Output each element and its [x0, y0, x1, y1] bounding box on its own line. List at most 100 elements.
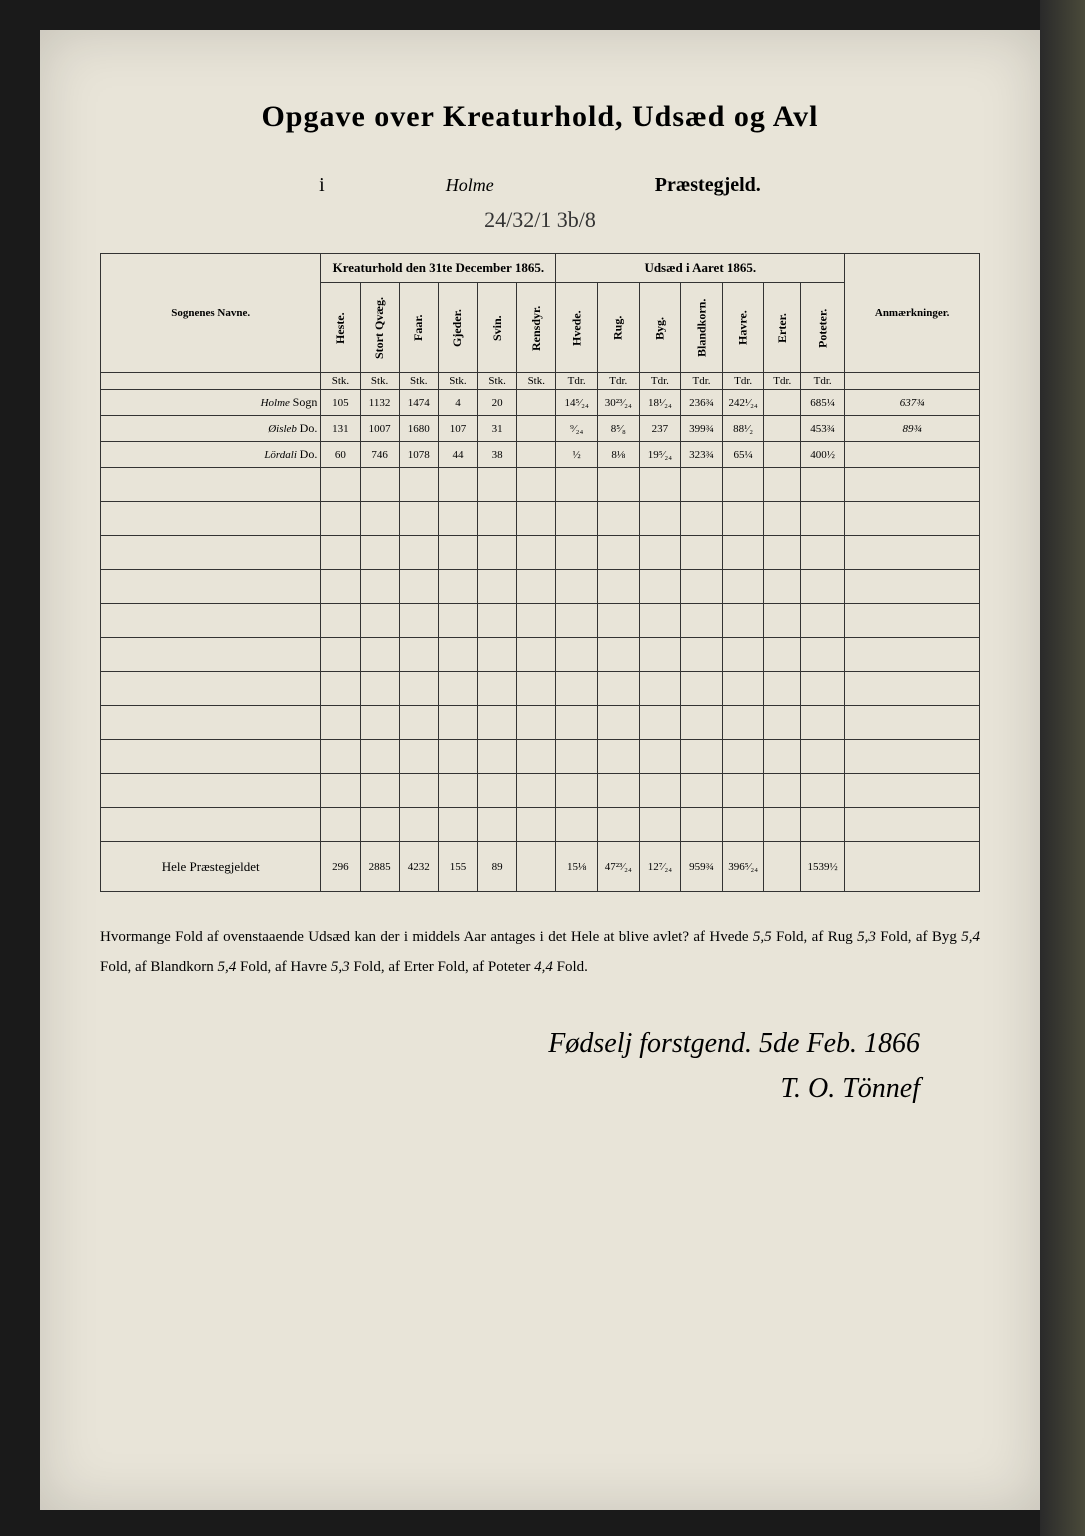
empty-cell	[801, 672, 845, 706]
empty-cell	[478, 536, 517, 570]
row-name: Lördali Do.	[101, 442, 321, 468]
fraction-annotation: 24/32/1 3b/8	[100, 207, 980, 233]
document-page: Opgave over Kreaturhold, Udsæd og Avl i …	[40, 30, 1040, 1510]
cell-rensdyr	[517, 390, 556, 416]
empty-cell	[722, 808, 764, 842]
empty-cell	[722, 672, 764, 706]
empty-cell	[101, 638, 321, 672]
empty-cell	[399, 570, 438, 604]
total-havre: 396⁵⁄₂₄	[722, 842, 764, 892]
empty-cell	[556, 638, 598, 672]
subtitle-i: i	[319, 174, 325, 197]
empty-cell	[845, 604, 980, 638]
empty-cell	[556, 468, 598, 502]
footer-rug: 5,3	[857, 929, 876, 945]
empty-cell	[478, 774, 517, 808]
unit-tdr: Tdr.	[681, 373, 723, 390]
empty-cell	[360, 468, 399, 502]
unit-tdr: Tdr.	[556, 373, 598, 390]
empty-cell	[101, 502, 321, 536]
empty-cell	[438, 774, 477, 808]
footer-poteter: 4,4	[534, 959, 553, 975]
cell-poteter: 453¾	[801, 416, 845, 442]
table-row: Holme Sogn1051132147442014⁵⁄₂₄30²³⁄₂₄18¹…	[101, 390, 980, 416]
empty-cell	[801, 706, 845, 740]
cell-rug: 8⅛	[597, 442, 639, 468]
empty-cell	[639, 536, 681, 570]
empty-cell	[764, 536, 801, 570]
footer-paragraph: Hvormange Fold af ovenstaaende Udsæd kan…	[100, 922, 980, 982]
hdr-faar: Faar.	[399, 283, 438, 373]
empty-cell	[764, 502, 801, 536]
cell-rug: 30²³⁄₂₄	[597, 390, 639, 416]
empty-cell	[101, 740, 321, 774]
empty-cell	[681, 502, 723, 536]
empty-cell	[681, 570, 723, 604]
empty-cell	[517, 604, 556, 638]
empty-cell	[639, 706, 681, 740]
cell-svin: 38	[478, 442, 517, 468]
empty-cell	[399, 706, 438, 740]
table-row-empty	[101, 604, 980, 638]
footer-t5: Fold, af Havre	[240, 959, 327, 975]
empty-cell	[399, 502, 438, 536]
cell-gjeder: 44	[438, 442, 477, 468]
unit-stk: Stk.	[478, 373, 517, 390]
empty-cell	[764, 638, 801, 672]
empty-cell	[639, 672, 681, 706]
hdr-byg: Byg.	[639, 283, 681, 373]
signature-name: T. O. Tönnef	[100, 1067, 920, 1112]
empty-cell	[764, 604, 801, 638]
cell-anm	[845, 442, 980, 468]
cell-hvede: 14⁵⁄₂₄	[556, 390, 598, 416]
empty-cell	[517, 808, 556, 842]
empty-cell	[399, 672, 438, 706]
table-row-empty	[101, 774, 980, 808]
hdr-anmaerkninger: Anmærkninger.	[845, 254, 980, 373]
unit-tdr: Tdr.	[597, 373, 639, 390]
total-erter	[764, 842, 801, 892]
footer-byg: 5,4	[961, 929, 980, 945]
hdr-udsaed: Udsæd i Aaret 1865.	[556, 254, 845, 283]
cell-rensdyr	[517, 416, 556, 442]
empty-cell	[360, 740, 399, 774]
cell-blandkorn: 399¾	[681, 416, 723, 442]
footer-t1: Hvormange Fold af ovenstaaende Udsæd kan…	[100, 929, 749, 945]
empty-cell	[517, 570, 556, 604]
empty-cell	[321, 706, 360, 740]
cell-gjeder: 4	[438, 390, 477, 416]
empty-cell	[597, 468, 639, 502]
empty-cell	[722, 774, 764, 808]
empty-cell	[101, 774, 321, 808]
empty-cell	[478, 468, 517, 502]
total-svin: 89	[478, 842, 517, 892]
total-gjeder: 155	[438, 842, 477, 892]
empty-cell	[321, 502, 360, 536]
table-row-empty	[101, 536, 980, 570]
footer-t8: Fold.	[557, 959, 588, 975]
unit-blank	[101, 373, 321, 390]
cell-rug: 8⁵⁄₈	[597, 416, 639, 442]
empty-cell	[845, 536, 980, 570]
hdr-heste: Heste.	[321, 283, 360, 373]
unit-tdr: Tdr.	[639, 373, 681, 390]
empty-cell	[478, 570, 517, 604]
empty-cell	[639, 468, 681, 502]
cell-faar: 1078	[399, 442, 438, 468]
empty-cell	[722, 638, 764, 672]
empty-cell	[399, 638, 438, 672]
empty-cell	[556, 706, 598, 740]
empty-cell	[639, 774, 681, 808]
empty-cell	[845, 808, 980, 842]
empty-cell	[360, 808, 399, 842]
empty-cell	[556, 570, 598, 604]
empty-cell	[321, 774, 360, 808]
unit-stk: Stk.	[321, 373, 360, 390]
footer-t2: Fold, af Rug	[776, 929, 853, 945]
total-poteter: 1539½	[801, 842, 845, 892]
unit-tdr: Tdr.	[722, 373, 764, 390]
total-byg: 12⁷⁄₂₄	[639, 842, 681, 892]
cell-erter	[764, 442, 801, 468]
cell-blandkorn: 236¾	[681, 390, 723, 416]
empty-cell	[845, 638, 980, 672]
